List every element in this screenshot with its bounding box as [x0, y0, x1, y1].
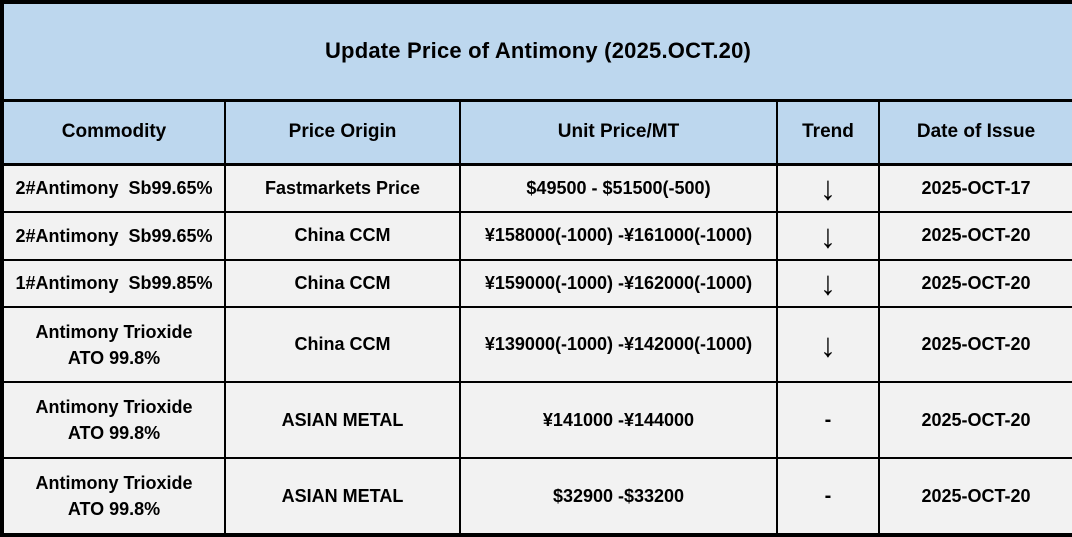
table-row: Antimony Trioxide ATO 99.8% ASIAN METAL …: [1, 457, 1072, 536]
table-row: Antimony Trioxide ATO 99.8% China CCM ¥1…: [1, 305, 1072, 384]
trend-icon: ↓: [820, 325, 836, 364]
commodity-cell: 1#Antimony Sb99.85%: [1, 258, 226, 308]
trend-cell: -: [776, 381, 880, 459]
date-of-issue-cell: 2025-OCT-20: [877, 258, 1072, 308]
table-row: 2#Antimony Sb99.65% Fastmarkets Price $4…: [1, 162, 1072, 214]
commodity-cell: 2#Antimony Sb99.65%: [1, 211, 226, 261]
table-row: 1#Antimony Sb99.85% China CCM ¥159000(-1…: [1, 258, 1072, 308]
trend-icon: ↓: [820, 264, 836, 303]
date-of-issue-cell: 2025-OCT-17: [877, 162, 1072, 214]
price-origin-cell: ASIAN METAL: [224, 457, 461, 536]
page-title: Update Price of Antimony (2025.OCT.20): [0, 1, 1072, 102]
title-row: Update Price of Antimony (2025.OCT.20): [0, 1, 1072, 102]
col-header-trend: Trend: [776, 99, 880, 166]
commodity-cell: Antimony Trioxide ATO 99.8%: [1, 457, 226, 536]
column-header-row: Commodity Price Origin Unit Price/MT Tre…: [1, 99, 1072, 166]
col-header-price-origin: Price Origin: [224, 99, 461, 166]
trend-icon: -: [824, 409, 832, 432]
trend-icon: ↓: [820, 216, 836, 255]
unit-price-cell: ¥158000(-1000) -¥161000(-1000): [459, 211, 778, 261]
col-header-commodity: Commodity: [1, 99, 226, 166]
commodity-cell: Antimony Trioxide ATO 99.8%: [1, 305, 226, 384]
price-origin-cell: Fastmarkets Price: [224, 162, 461, 214]
unit-price-cell: $32900 -$33200: [459, 457, 778, 536]
trend-cell: -: [776, 457, 880, 536]
trend-cell: ↓: [776, 258, 880, 308]
unit-price-cell: ¥159000(-1000) -¥162000(-1000): [459, 258, 778, 308]
price-origin-cell: China CCM: [224, 305, 461, 384]
trend-cell: ↓: [776, 305, 880, 384]
commodity-cell: Antimony Trioxide ATO 99.8%: [1, 381, 226, 459]
price-origin-cell: ASIAN METAL: [224, 381, 461, 459]
date-of-issue-cell: 2025-OCT-20: [877, 211, 1072, 261]
trend-cell: ↓: [776, 211, 880, 261]
col-header-unit-price: Unit Price/MT: [459, 99, 778, 166]
table-row: Antimony Trioxide ATO 99.8% ASIAN METAL …: [1, 381, 1072, 459]
date-of-issue-cell: 2025-OCT-20: [877, 381, 1072, 459]
trend-icon: -: [824, 485, 832, 507]
trend-cell: ↓: [776, 162, 880, 214]
date-of-issue-cell: 2025-OCT-20: [877, 305, 1072, 384]
table-row: 2#Antimony Sb99.65% China CCM ¥158000(-1…: [1, 211, 1072, 261]
date-of-issue-cell: 2025-OCT-20: [877, 457, 1072, 536]
commodity-cell: 2#Antimony Sb99.65%: [1, 162, 226, 214]
col-header-date-of-issue: Date of Issue: [877, 99, 1072, 166]
price-origin-cell: China CCM: [224, 211, 461, 261]
trend-icon: ↓: [820, 169, 836, 208]
price-origin-cell: China CCM: [224, 258, 461, 308]
unit-price-cell: ¥139000(-1000) -¥142000(-1000): [459, 305, 778, 384]
unit-price-cell: ¥141000 -¥144000: [459, 381, 778, 459]
unit-price-cell: $49500 - $51500(-500): [459, 162, 778, 214]
